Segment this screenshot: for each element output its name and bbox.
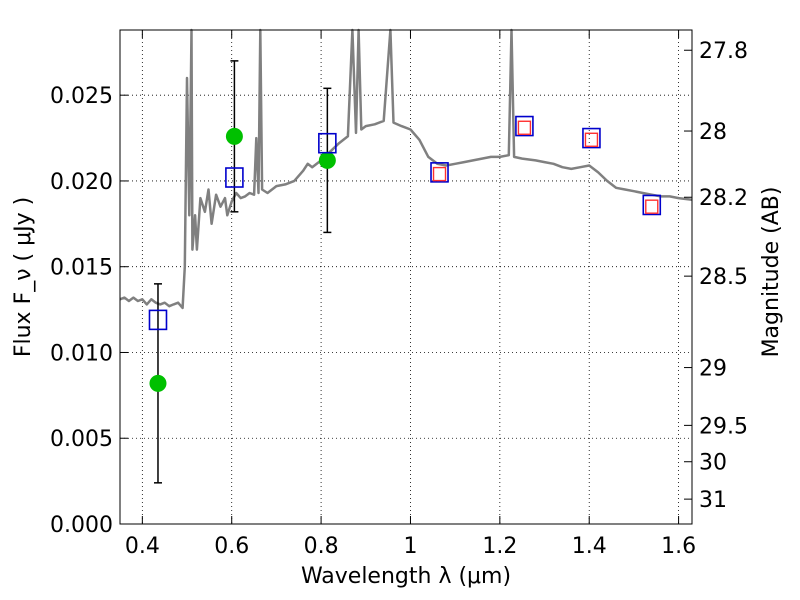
grid xyxy=(120,30,692,524)
observed-point xyxy=(149,374,167,392)
spectrum-layer xyxy=(119,28,693,310)
model-point-red xyxy=(584,132,599,147)
observed-point xyxy=(318,151,336,169)
y-tick-label: 0.025 xyxy=(50,84,113,109)
right-tick-label: 28.5 xyxy=(699,265,748,290)
right-tick-label: 29 xyxy=(699,357,727,382)
y-tick-label: 0.000 xyxy=(50,513,113,538)
marker-layer xyxy=(148,115,662,392)
right-tick-label: 29.5 xyxy=(699,414,748,439)
plot-frame xyxy=(119,29,693,525)
tick-labels: 0.4 0.6 0.8 1 1.2 1.4 1.6 0.000 0.005 0.010 0.015 0… xyxy=(50,39,748,559)
model-point-red xyxy=(645,199,659,214)
model-point-blue xyxy=(225,167,244,188)
model-point-blue xyxy=(318,132,337,154)
y-tick-label: 0.010 xyxy=(50,341,113,366)
x-tick-label: 1.4 xyxy=(572,534,607,559)
x-tick-label: 0.6 xyxy=(214,534,249,559)
axis-ticks xyxy=(120,30,692,525)
spectrum-line xyxy=(119,28,693,310)
observed-point xyxy=(225,127,243,145)
x-tick-label: 0.8 xyxy=(304,534,339,559)
model-point-red xyxy=(517,120,532,135)
y-tick-label: 0.005 xyxy=(50,427,113,452)
errorbar-layer xyxy=(153,60,332,484)
right-tick-label: 30 xyxy=(699,451,727,476)
right-axis-label: Magnitude (AB) xyxy=(759,187,784,358)
model-point-blue xyxy=(582,127,601,149)
x-tick-label: 1.2 xyxy=(482,534,517,559)
model-point-blue xyxy=(148,309,168,331)
y-tick-label: 0.015 xyxy=(50,256,113,281)
y-tick-label: 0.020 xyxy=(50,170,113,195)
x-tick-label: 1.6 xyxy=(661,534,696,559)
right-tick-label: 31 xyxy=(699,488,727,513)
model-point-blue xyxy=(642,194,662,216)
x-axis-label: Wavelength λ (μm) xyxy=(301,564,511,589)
right-tick-label: 28 xyxy=(699,120,727,145)
model-point-blue xyxy=(430,162,449,183)
model-point-blue xyxy=(515,115,534,137)
x-tick-label: 0.4 xyxy=(125,534,160,559)
model-point-red xyxy=(432,166,447,182)
y-axis-label: Flux F_ν ( μJy ) xyxy=(11,197,36,357)
x-tick-label: 1 xyxy=(403,534,417,559)
right-tick-label: 28.2 xyxy=(699,186,748,211)
right-tick-label: 27.8 xyxy=(699,39,748,64)
